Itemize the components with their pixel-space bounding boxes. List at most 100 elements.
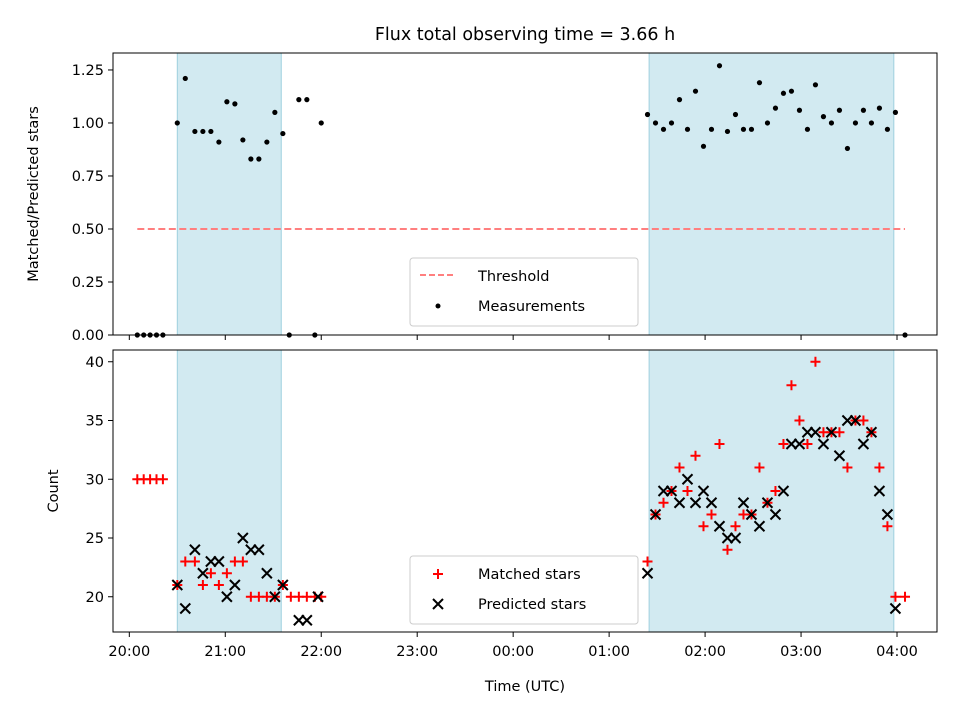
legend-threshold-label: Threshold: [477, 269, 549, 285]
y-tick-label-1: 0.25: [72, 275, 104, 291]
measurement-point-47: [828, 120, 835, 126]
measurement-point-10: [216, 139, 222, 145]
ratio-plot-area: [134, 63, 908, 338]
ratio-legend: Threshold Measurements: [409, 257, 639, 327]
measurement-point-46: [820, 114, 827, 120]
matched-star-point-9: [205, 568, 216, 579]
predicted-star-point-21: [673, 497, 686, 509]
chart-title: Flux total observing time = 3.66 h: [375, 25, 675, 45]
count-legend-box: [409, 555, 639, 625]
matched-star-point-26: [658, 497, 669, 508]
matched-star-point-49: [842, 462, 853, 473]
predicted-star-point-15: [301, 614, 313, 626]
count-legend: Matched stars Predicted stars: [409, 555, 639, 625]
measurement-point-12: [232, 101, 238, 107]
matched-star-point-54: [882, 521, 893, 532]
matched-star-point-8: [197, 580, 208, 590]
predicted-star-point-38: [809, 426, 822, 438]
predicted-star-point-16: [312, 591, 324, 603]
predicted-star-point-20: [665, 485, 678, 497]
matched-star-point-13: [237, 556, 248, 567]
y-tick-label-4: 40: [86, 355, 104, 371]
predicted-star-point-41: [833, 450, 846, 462]
matched-star-point-7: [189, 556, 200, 567]
measurement-point-55: [892, 109, 899, 115]
measurement-point-18: [280, 130, 286, 137]
y-tick-label-5: 1.25: [72, 63, 104, 79]
predicted-star-point-39: [817, 438, 830, 450]
measurement-point-40: [772, 105, 779, 111]
predicted-star-point-28: [729, 532, 742, 544]
predicted-star-point-23: [689, 497, 702, 509]
measurement-point-45: [812, 82, 819, 88]
measurement-point-13: [240, 137, 246, 143]
count-panel: 20:00 21:00 22:00 23:00 00:00 01:00 02:00 03:00…: [46, 349, 938, 695]
measurement-point-43: [796, 107, 803, 113]
predicted-star-point-36: [793, 438, 806, 450]
x-tick-label-1: 21:00: [204, 644, 246, 660]
measurement-point-15: [256, 156, 262, 162]
predicted-star-point-2: [189, 544, 201, 556]
predicted-star-point-24: [697, 485, 710, 497]
matched-star-point-51: [858, 415, 869, 426]
measurement-point-50: [852, 120, 859, 126]
legend-measurements-swatch: [435, 303, 441, 309]
predicted-star-point-22: [681, 473, 694, 485]
measurement-point-44: [804, 126, 811, 132]
predicted-star-point-40: [825, 426, 838, 438]
predicted-star-point-43: [849, 414, 862, 427]
ratio-panel: 0.00 0.25 0.50 0.75 1.00 1.25 Flux total obse…: [26, 25, 938, 344]
measurement-point-31: [700, 143, 707, 149]
measurement-point-7: [192, 128, 198, 135]
ratio-y-axis-label: Matched/Predicted stars: [26, 106, 42, 282]
predicted-star-point-29: [737, 497, 750, 509]
measurement-point-36: [740, 126, 747, 132]
measurement-point-11: [224, 99, 230, 105]
x-tick-label-7: 03:00: [780, 644, 822, 660]
matched-star-point-11: [221, 568, 232, 579]
matched-star-point-6: [180, 556, 191, 567]
matched-star-point-31: [698, 521, 709, 532]
y-tick-label-2: 0.50: [72, 222, 104, 238]
measurement-point-21: [304, 97, 310, 103]
predicted-star-point-0: [171, 579, 184, 591]
x-tick-label-8: 04:00: [876, 644, 918, 660]
measurement-point-5: [174, 120, 180, 126]
legend-matched-plus: [433, 569, 443, 579]
matched-star-point-41: [778, 439, 789, 449]
measurement-point-30: [692, 88, 699, 94]
predicted-star-point-47: [881, 508, 894, 521]
measurement-point-14: [248, 156, 254, 162]
predicted-star-point-44: [857, 438, 870, 450]
predicted-star-point-45: [865, 426, 878, 438]
matched-star-point-43: [794, 415, 805, 426]
matched-star-point-42: [786, 380, 797, 391]
legend-matched-label: Matched stars: [478, 567, 581, 583]
measurement-point-34: [724, 128, 731, 135]
measurement-point-53: [876, 105, 883, 111]
matched-star-point-34: [722, 544, 733, 555]
y-tick-label-0: 0.00: [72, 328, 104, 344]
y-tick-label-4: 1.00: [72, 116, 104, 132]
count-axes-frame: [112, 349, 938, 633]
measurement-point-6: [182, 75, 188, 82]
count-y-ticks: 20 25 30 35 40: [86, 355, 113, 606]
measurement-point-48: [836, 107, 843, 113]
y-tick-label-2: 30: [86, 472, 104, 488]
matched-star-point-10: [213, 580, 224, 590]
measurement-point-54: [884, 126, 891, 132]
matched-star-point-38: [754, 462, 765, 473]
matched-star-point-35: [730, 521, 741, 532]
measurement-point-29: [684, 126, 691, 132]
matched-star-point-24: [642, 556, 653, 567]
legend-predicted-label: Predicted stars: [478, 597, 586, 613]
predicted-star-point-3: [197, 567, 209, 579]
measurement-point-52: [868, 120, 875, 126]
count-plot-area: [132, 356, 911, 626]
predicted-star-point-17: [641, 567, 654, 579]
measurement-point-38: [756, 80, 763, 86]
count-x-ticks: 20:00 21:00 22:00 23:00 00:00 01:00 02:00 03:00…: [108, 632, 918, 660]
predicted-star-point-5: [213, 555, 225, 568]
predicted-star-point-18: [649, 508, 662, 521]
